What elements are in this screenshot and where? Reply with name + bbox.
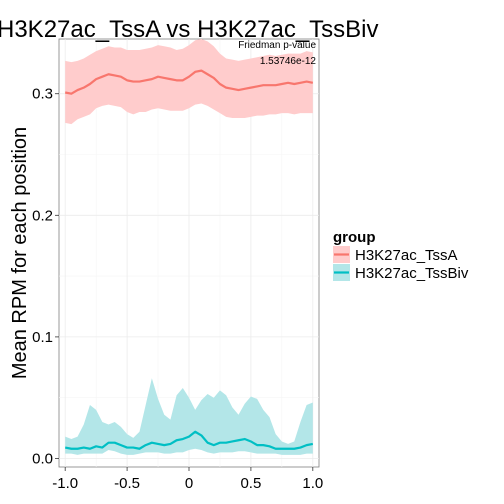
x-tick-label: 0.5: [240, 475, 261, 492]
y-tick-label: 0.2: [32, 207, 53, 224]
y-axis-title: Mean RPM for each position: [9, 127, 31, 379]
band-H3K27ac_TssBiv: [65, 378, 313, 455]
line-H3K27ac_TssBiv: [64, 430, 314, 450]
x-tick-label: 0: [185, 475, 193, 492]
y-axis: 0.0 0.1 0.2 0.3: [32, 86, 59, 467]
legend-label: H3K27ac_TssBiv: [355, 265, 469, 282]
y-tick-label: 0.3: [32, 86, 53, 103]
line-H3K27ac_TssA: [64, 69, 314, 95]
confidence-bands: [65, 39, 313, 455]
y-tick-label: 0.0: [32, 450, 53, 467]
annotation-test-name: Friedman p-value: [238, 40, 316, 51]
x-axis: -1.0 -0.5 0 0.5 1.0: [52, 467, 323, 492]
x-tick-label: -1.0: [52, 475, 78, 492]
x-tick-label: 1.0: [302, 475, 323, 492]
x-tick-label: -0.5: [114, 475, 140, 492]
y-tick-label: 0.1: [32, 329, 53, 346]
legend-label: H3K27ac_TssA: [355, 247, 458, 264]
band-H3K27ac_TssA: [65, 39, 313, 125]
series-lines: [64, 69, 314, 450]
chart-title: H3K27ac_TssA vs H3K27ac_TssBiv: [0, 16, 379, 43]
annotation-p-value: 1.53746e-12: [260, 56, 317, 67]
legend-title: group: [333, 229, 376, 246]
